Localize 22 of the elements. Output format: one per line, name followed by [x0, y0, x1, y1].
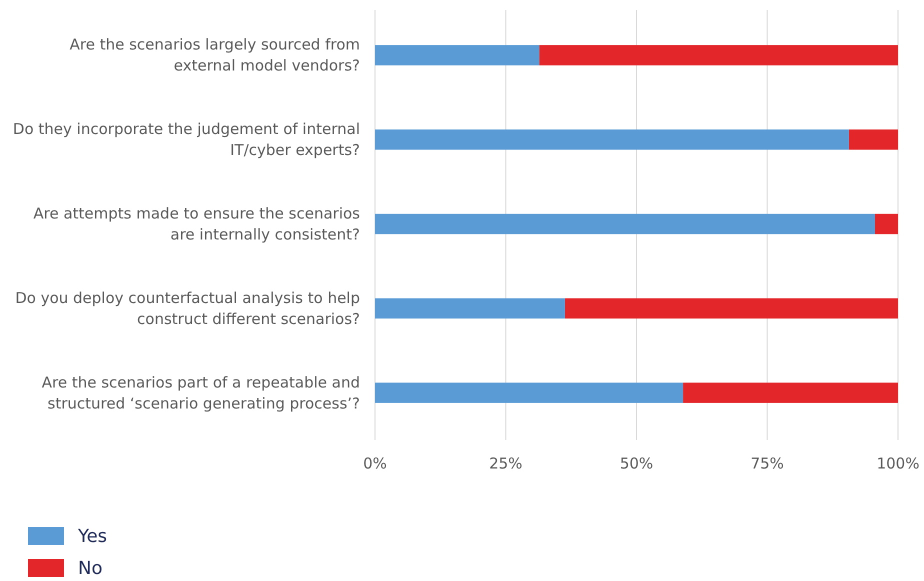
bar	[874, 214, 898, 234]
bar	[848, 129, 898, 150]
bar	[375, 214, 875, 234]
bar	[375, 298, 565, 319]
bar	[539, 45, 898, 66]
legend-label: No	[78, 558, 102, 579]
y-tick-label: Do they incorporate the judgement of internal IT/cyber experts?	[12, 120, 360, 160]
x-tick-label: 25%	[489, 454, 522, 472]
bar	[564, 298, 898, 319]
y-tick-label: Are attempts made to ensure the scenarios are internally consistent?	[33, 204, 360, 244]
y-tick-label: Are the scenarios largely sourced from external model vendors?	[70, 36, 360, 75]
legend-label: Yes	[77, 526, 108, 547]
x-tick-label: 100%	[876, 454, 920, 472]
bar	[375, 129, 849, 150]
bar	[375, 45, 540, 66]
x-tick-label: 75%	[750, 454, 784, 472]
bar	[375, 382, 684, 403]
x-tick-label: 50%	[620, 454, 654, 472]
bar	[683, 382, 898, 403]
y-tick-label: Are the scenarios part of a repeatable and structured ‘scenario generating process’?	[42, 373, 360, 412]
x-tick-label: 0%	[363, 454, 387, 472]
y-tick-label: Do you deploy counterfactual analysis to help construct different scenarios?	[15, 288, 360, 328]
